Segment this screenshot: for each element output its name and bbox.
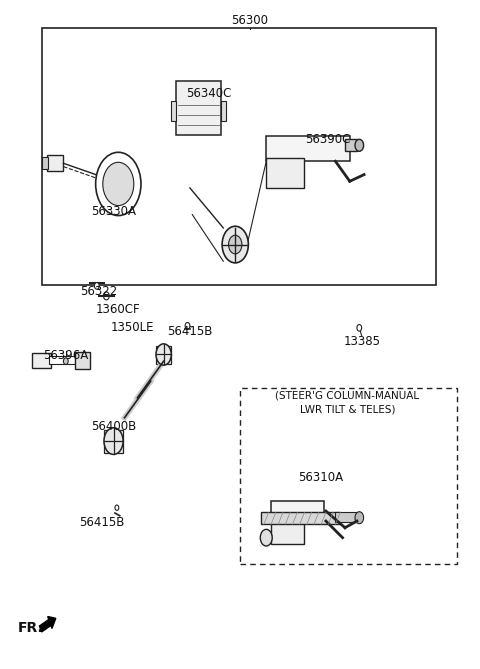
Ellipse shape bbox=[355, 139, 364, 151]
FancyBboxPatch shape bbox=[345, 139, 357, 151]
Ellipse shape bbox=[222, 226, 248, 263]
Text: 56415B: 56415B bbox=[167, 324, 213, 338]
Ellipse shape bbox=[228, 235, 242, 254]
FancyArrow shape bbox=[39, 617, 56, 632]
FancyBboxPatch shape bbox=[266, 136, 350, 161]
FancyBboxPatch shape bbox=[47, 155, 63, 171]
FancyBboxPatch shape bbox=[104, 429, 123, 453]
Text: 56330A: 56330A bbox=[91, 205, 136, 217]
FancyBboxPatch shape bbox=[156, 346, 171, 365]
Text: 1350LE: 1350LE bbox=[111, 321, 155, 334]
FancyBboxPatch shape bbox=[42, 28, 436, 284]
Text: (STEER'G COLUMN-MANUAL: (STEER'G COLUMN-MANUAL bbox=[276, 391, 420, 401]
FancyBboxPatch shape bbox=[176, 82, 221, 134]
Ellipse shape bbox=[357, 324, 362, 331]
Ellipse shape bbox=[103, 163, 134, 205]
Ellipse shape bbox=[104, 427, 123, 454]
Text: 56400B: 56400B bbox=[91, 420, 136, 433]
Text: 56322: 56322 bbox=[81, 285, 118, 298]
Text: LWR TILT & TELES): LWR TILT & TELES) bbox=[300, 404, 395, 414]
Ellipse shape bbox=[63, 358, 68, 365]
Ellipse shape bbox=[355, 512, 364, 524]
Ellipse shape bbox=[260, 529, 272, 546]
Ellipse shape bbox=[115, 505, 119, 510]
Text: 13385: 13385 bbox=[343, 334, 380, 348]
FancyBboxPatch shape bbox=[75, 353, 90, 369]
Text: FR.: FR. bbox=[18, 621, 44, 635]
Text: 56340C: 56340C bbox=[186, 87, 232, 100]
Bar bbox=[240, 388, 457, 565]
Text: 56300: 56300 bbox=[231, 13, 268, 27]
FancyBboxPatch shape bbox=[33, 353, 50, 368]
FancyBboxPatch shape bbox=[171, 101, 176, 121]
FancyBboxPatch shape bbox=[262, 512, 340, 524]
FancyBboxPatch shape bbox=[336, 512, 357, 522]
Ellipse shape bbox=[185, 322, 190, 329]
Ellipse shape bbox=[96, 153, 141, 215]
Text: 56396A: 56396A bbox=[43, 349, 88, 363]
Ellipse shape bbox=[104, 292, 109, 300]
FancyBboxPatch shape bbox=[271, 518, 304, 545]
FancyBboxPatch shape bbox=[221, 101, 226, 121]
Text: 56415B: 56415B bbox=[79, 516, 124, 529]
Ellipse shape bbox=[95, 282, 99, 289]
FancyBboxPatch shape bbox=[49, 357, 75, 365]
FancyBboxPatch shape bbox=[266, 158, 304, 188]
Ellipse shape bbox=[156, 344, 171, 365]
Text: 56390C: 56390C bbox=[306, 133, 351, 147]
FancyBboxPatch shape bbox=[42, 157, 48, 169]
FancyBboxPatch shape bbox=[271, 501, 324, 521]
Text: 56310A: 56310A bbox=[299, 471, 344, 484]
Text: 1360CF: 1360CF bbox=[96, 303, 141, 316]
